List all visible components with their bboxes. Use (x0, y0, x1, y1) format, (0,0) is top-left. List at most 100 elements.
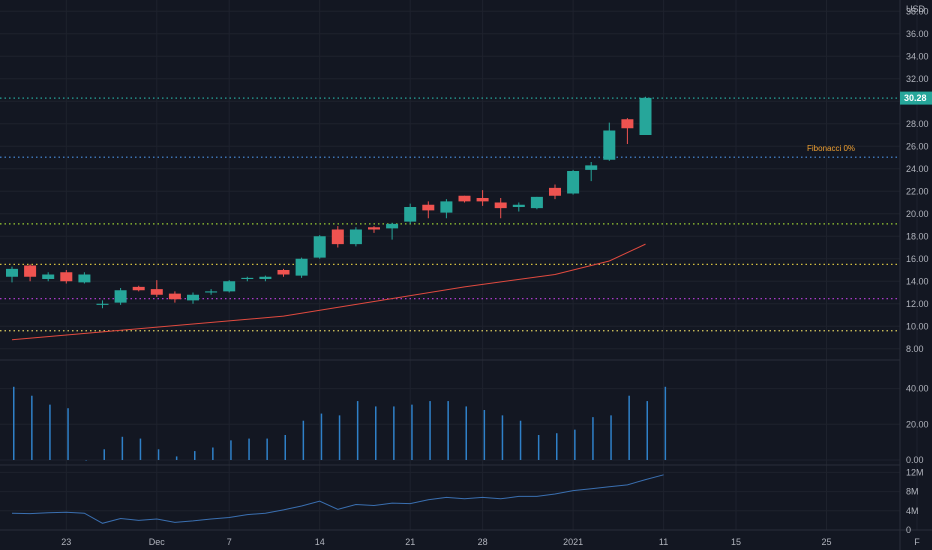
candle-down[interactable] (621, 118, 634, 144)
candle-up[interactable] (223, 280, 236, 293)
obv-line (11, 474, 664, 524)
price-tick-label: 26.00 (906, 141, 929, 151)
volume-bar (194, 451, 196, 460)
candle-up[interactable] (313, 235, 326, 259)
candle-up[interactable] (114, 288, 127, 305)
candle-up[interactable] (530, 196, 543, 210)
candle-body (512, 204, 525, 207)
currency-label: USD (906, 4, 926, 14)
candle-down[interactable] (549, 184, 561, 200)
price-candles[interactable] (6, 96, 652, 309)
candle-up[interactable] (205, 289, 218, 295)
candle-body (404, 207, 417, 222)
volume-bar (429, 401, 431, 460)
candle-body (205, 291, 218, 293)
volume-bars (13, 386, 667, 461)
volume-tick-label: 20.00 (906, 419, 929, 429)
candle-up[interactable] (96, 300, 109, 309)
obv-tick-label: 4M (906, 506, 919, 516)
candle-down[interactable] (24, 264, 37, 282)
price-tick-label: 38.00 (906, 6, 929, 16)
candle-body (60, 272, 73, 282)
price-tick-label: 10.00 (906, 321, 929, 331)
volume-bar (338, 415, 341, 460)
candle-down[interactable] (494, 198, 507, 219)
axis-labels[interactable]: 8.00 10.00 12.00 14.00 16.00 18.00 20.00 22.00 2… (61, 6, 928, 547)
obv-tick-label: 8M (906, 487, 919, 497)
candle-down[interactable] (168, 291, 181, 303)
candle-down[interactable] (60, 270, 73, 284)
candle-up[interactable] (259, 275, 272, 282)
volume-bar (175, 456, 178, 460)
candle-down[interactable] (422, 201, 435, 219)
time-tick-label: F (914, 537, 920, 547)
candle-down[interactable] (150, 280, 163, 297)
volume-bar (212, 447, 214, 460)
candle-down[interactable] (458, 195, 471, 203)
candle-body (187, 294, 199, 301)
volume-bar (556, 433, 558, 460)
candle-up[interactable] (603, 122, 616, 161)
moving-average (11, 243, 646, 341)
candle-up[interactable] (187, 292, 199, 304)
candle-up[interactable] (349, 227, 362, 247)
candle-body (295, 258, 308, 276)
volume-bar (483, 410, 486, 460)
candle-up[interactable] (241, 276, 254, 282)
candle-body (132, 286, 145, 291)
volume-bar (157, 449, 160, 460)
volume-bar (320, 413, 323, 460)
candle-body (223, 281, 236, 292)
time-tick-label: 14 (315, 537, 325, 547)
candle-down[interactable] (277, 268, 290, 277)
candle-up[interactable] (585, 162, 598, 182)
candle-up[interactable] (404, 203, 417, 224)
candle-up[interactable] (295, 257, 308, 278)
candle-up[interactable] (639, 96, 652, 135)
volume-bar (646, 401, 648, 460)
volume-bar (501, 415, 504, 460)
candle-down[interactable] (132, 285, 145, 292)
last-price-tag-bg (900, 91, 932, 105)
volume-bar (628, 395, 630, 460)
candle-up[interactable] (6, 266, 18, 283)
last-price-tag: 30.28 (900, 91, 932, 105)
volume-bar (574, 429, 576, 460)
candle-up[interactable] (567, 169, 580, 195)
price-tick-label: 36.00 (906, 29, 929, 39)
volume-bar (393, 406, 395, 460)
volume-bar (664, 386, 667, 460)
candle-body (585, 165, 598, 170)
volume-bar (356, 401, 359, 460)
volume-bar (592, 417, 594, 460)
volume-bar (248, 438, 250, 460)
price-tick-label: 12.00 (906, 299, 929, 309)
candle-up[interactable] (386, 222, 399, 240)
candle-down[interactable] (476, 190, 489, 206)
price-tick-label: 24.00 (906, 164, 929, 174)
last-price-tag-text: 30.28 (904, 93, 927, 103)
candle-body (621, 119, 634, 129)
candle-body (259, 276, 272, 279)
candle-body (422, 204, 435, 211)
candle-up[interactable] (42, 272, 55, 282)
candle-body (331, 229, 344, 245)
candle-down[interactable] (368, 226, 380, 233)
candle-up[interactable] (440, 199, 453, 219)
volume-bar (447, 401, 449, 460)
obv-tick-label: 12M (906, 467, 924, 477)
time-tick-label: 15 (731, 537, 741, 547)
candle-body (24, 265, 37, 277)
volume-bar (103, 449, 105, 460)
candle-up[interactable] (512, 202, 525, 212)
candle-down[interactable] (331, 226, 344, 248)
candle-body (440, 201, 453, 213)
price-tick-label: 28.00 (906, 119, 929, 129)
volume-bar (85, 460, 87, 461)
candle-body (313, 236, 326, 258)
candle-body (476, 198, 489, 202)
candle-up[interactable] (78, 272, 91, 284)
candle-body (42, 274, 55, 279)
